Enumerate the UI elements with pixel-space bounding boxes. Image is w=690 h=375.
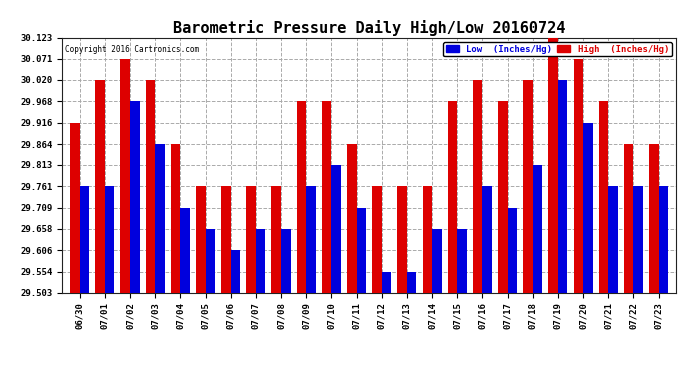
Bar — [533, 165, 542, 292]
Bar — [95, 80, 105, 292]
Bar — [70, 123, 80, 292]
Bar — [347, 144, 357, 292]
Text: Copyright 2016 Cartronics.com: Copyright 2016 Cartronics.com — [65, 45, 199, 54]
Bar — [583, 123, 593, 292]
Bar — [221, 186, 230, 292]
Bar — [573, 59, 583, 292]
Title: Barometric Pressure Daily High/Low 20160724: Barometric Pressure Daily High/Low 20160… — [173, 20, 565, 36]
Bar — [246, 186, 256, 292]
Bar — [256, 229, 266, 292]
Bar — [155, 144, 165, 292]
Bar — [171, 144, 180, 292]
Bar — [448, 101, 457, 292]
Bar — [331, 165, 341, 292]
Bar — [357, 208, 366, 292]
Bar — [382, 272, 391, 292]
Bar — [180, 208, 190, 292]
Bar — [558, 80, 567, 292]
Bar — [407, 272, 417, 292]
Bar — [281, 229, 290, 292]
Bar — [322, 101, 331, 292]
Bar — [649, 144, 658, 292]
Bar — [206, 229, 215, 292]
Bar — [297, 101, 306, 292]
Bar — [306, 186, 316, 292]
Bar — [508, 208, 517, 292]
Bar — [196, 186, 206, 292]
Bar — [549, 38, 558, 292]
Bar — [658, 186, 668, 292]
Bar — [498, 101, 508, 292]
Bar — [372, 186, 382, 292]
Bar — [523, 80, 533, 292]
Bar — [457, 229, 467, 292]
Bar — [599, 101, 609, 292]
Bar — [422, 186, 432, 292]
Bar — [482, 186, 492, 292]
Bar — [105, 186, 115, 292]
Bar — [121, 59, 130, 292]
Bar — [397, 186, 407, 292]
Bar — [80, 186, 89, 292]
Legend: Low  (Inches/Hg), High  (Inches/Hg): Low (Inches/Hg), High (Inches/Hg) — [443, 42, 671, 56]
Bar — [130, 101, 139, 292]
Bar — [633, 186, 643, 292]
Bar — [230, 250, 240, 292]
Bar — [609, 186, 618, 292]
Bar — [432, 229, 442, 292]
Bar — [146, 80, 155, 292]
Bar — [473, 80, 482, 292]
Bar — [624, 144, 633, 292]
Bar — [271, 186, 281, 292]
